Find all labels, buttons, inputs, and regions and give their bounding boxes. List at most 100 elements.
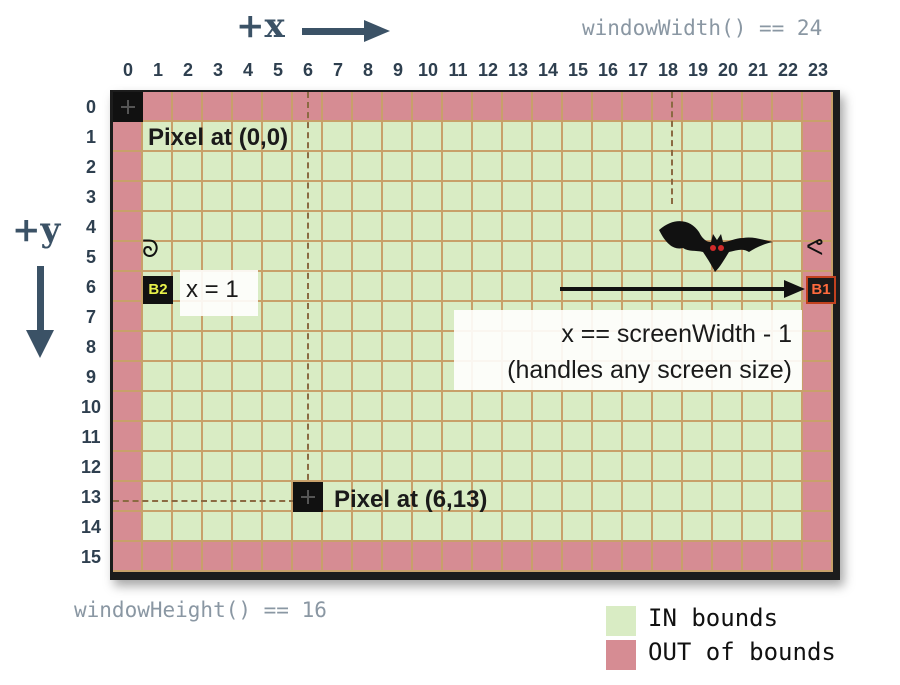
in-bounds-cell <box>773 182 803 212</box>
in-bounds-cell <box>323 452 353 482</box>
out-of-bounds-cell <box>623 542 653 572</box>
in-bounds-cell <box>383 512 413 542</box>
in-bounds-cell <box>623 482 653 512</box>
row-label: 3 <box>85 187 96 207</box>
in-bounds-cell <box>713 512 743 542</box>
in-bounds-cell <box>773 422 803 452</box>
in-bounds-cell <box>623 452 653 482</box>
in-bounds-cell <box>653 182 683 212</box>
in-bounds-cell <box>743 452 773 482</box>
in-bounds-cell <box>443 182 473 212</box>
in-bounds-cell <box>233 332 263 362</box>
in-bounds-cell <box>203 242 233 272</box>
out-of-bounds-cell <box>113 152 143 182</box>
in-bounds-cell <box>593 392 623 422</box>
in-bounds-cell <box>383 332 413 362</box>
in-bounds-cell <box>293 512 323 542</box>
in-bounds-cell <box>263 122 293 152</box>
out-of-bounds-cell <box>323 542 353 572</box>
in-bounds-cell <box>263 422 293 452</box>
in-bounds-cell <box>233 122 263 152</box>
in-bounds-cell <box>413 122 443 152</box>
in-bounds-cell <box>383 482 413 512</box>
out-of-bounds-cell <box>653 92 683 122</box>
out-of-bounds-cell <box>443 542 473 572</box>
row-label: 8 <box>85 337 96 357</box>
out-of-bounds-cell <box>803 542 833 572</box>
in-bounds-cell <box>623 152 653 182</box>
out-of-bounds-cell <box>533 542 563 572</box>
screen-width-note-line2: (handles any screen size) <box>507 356 792 384</box>
out-of-bounds-cell <box>143 92 173 122</box>
out-of-bounds-cell <box>353 542 383 572</box>
screen-width-note: x == screenWidth - 1 (handles any screen… <box>454 310 802 390</box>
out-of-bounds-cell <box>803 512 833 542</box>
in-bounds-cell <box>593 512 623 542</box>
arrow-down-icon <box>26 266 54 358</box>
column-label: 11 <box>448 60 468 80</box>
in-bounds-cell <box>323 302 353 332</box>
in-bounds-cell <box>713 152 743 182</box>
column-label: 20 <box>717 60 739 80</box>
in-bounds-cell <box>413 392 443 422</box>
in-bounds-cell <box>683 482 713 512</box>
row-label: 2 <box>85 157 96 177</box>
in-bounds-cell <box>533 392 563 422</box>
x-equals-1-box: x = 1 <box>180 270 258 316</box>
in-bounds-cell <box>323 392 353 422</box>
in-bounds-cell <box>203 512 233 542</box>
in-bounds-cell <box>503 182 533 212</box>
in-bounds-cell <box>323 482 353 512</box>
in-bounds-cell <box>563 452 593 482</box>
column-label: 14 <box>537 60 559 80</box>
column-label: 22 <box>777 60 799 80</box>
out-of-bounds-cell <box>803 242 833 272</box>
in-bounds-cell <box>773 482 803 512</box>
in-bounds-cell <box>413 482 443 512</box>
row-label: 9 <box>85 367 96 387</box>
out-of-bounds-cell <box>713 542 743 572</box>
out-of-bounds-cell <box>173 92 203 122</box>
in-bounds-cell <box>533 152 563 182</box>
out-of-bounds-cell <box>803 392 833 422</box>
in-bounds-cell <box>443 152 473 182</box>
in-bounds-cell <box>173 362 203 392</box>
out-of-bounds-cell <box>353 92 383 122</box>
pixel-0-0-label: Pixel at (0,0) <box>148 124 289 151</box>
in-bounds-cell <box>143 332 173 362</box>
in-bounds-cell <box>383 212 413 242</box>
in-bounds-cell <box>683 422 713 452</box>
in-bounds-cell <box>353 482 383 512</box>
in-bounds-cell <box>503 122 533 152</box>
in-bounds-cell <box>203 362 233 392</box>
out-of-bounds-cell <box>593 542 623 572</box>
in-bounds-cell <box>503 512 533 542</box>
in-bounds-cell <box>623 392 653 422</box>
in-bounds-cell <box>203 392 233 422</box>
in-bounds-cell <box>683 182 713 212</box>
column-label: 1 <box>152 60 163 80</box>
in-bounds-cell <box>353 452 383 482</box>
in-bounds-cell <box>173 392 203 422</box>
in-bounds-cell <box>713 422 743 452</box>
column-label: 17 <box>627 60 649 80</box>
column-label: 21 <box>747 60 769 80</box>
in-bounds-cell <box>323 122 353 152</box>
in-bounds-cell <box>323 362 353 392</box>
in-bounds-cell <box>233 212 263 242</box>
out-of-bounds-cell <box>203 542 233 572</box>
column-label: 0 <box>122 60 133 80</box>
in-bounds-cell <box>233 392 263 422</box>
pixel-0-0-marker <box>113 92 143 122</box>
in-bounds-cell <box>683 512 713 542</box>
in-bounds-cell <box>173 512 203 542</box>
in-bounds-cell <box>533 122 563 152</box>
in-bounds-cell <box>473 182 503 212</box>
in-bounds-cell <box>173 452 203 482</box>
in-bounds-cell <box>443 512 473 542</box>
column-label: 6 <box>302 60 313 80</box>
angry-face-icon: ᕙ <box>806 234 824 261</box>
in-bounds-cell <box>503 212 533 242</box>
in-bounds-cell <box>743 182 773 212</box>
legend-out-label: OUT of bounds <box>648 638 836 666</box>
